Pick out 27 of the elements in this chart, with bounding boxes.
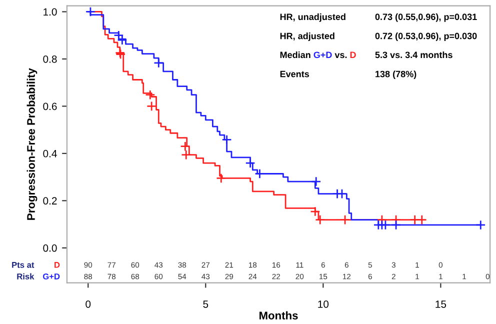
y-tick-label: 0.0 [43, 244, 57, 252]
y-axis-title: Progression-Free Probability [26, 68, 38, 220]
text: Pts at [12, 262, 34, 268]
annotation: Events [280, 70, 310, 78]
annotation: vs. [334, 53, 347, 58]
text: D [350, 52, 356, 58]
text: G+D [42, 274, 60, 280]
y-tick-label: 0.2 [43, 197, 57, 205]
y-tick-label: 0.4 [43, 150, 57, 158]
x-axis-title: Months [260, 311, 298, 320]
text: Risk [17, 273, 34, 280]
x-tick-label: 5 [203, 300, 208, 308]
y-tick-label: 1.0 [44, 8, 57, 16]
annotation: 138 (78%) [376, 70, 416, 79]
text: D [54, 262, 60, 268]
y-tick-label: 0.8 [43, 55, 57, 63]
x-tick-label: 15 [436, 300, 446, 308]
text: G+D [314, 52, 332, 58]
x-tick-label: 0 [86, 300, 91, 308]
x-tick-label: 10 [318, 300, 329, 308]
y-tick-label: 0.6 [43, 102, 57, 110]
annotation: HR, unadjusted [280, 13, 346, 22]
annotation: HR, adjusted [280, 32, 334, 41]
annotation: 0.73 (0.55,0.96), p=0.031 [375, 13, 477, 22]
annotation: Median [280, 51, 310, 58]
annotation: 5.3 vs. 3.4 months [375, 51, 452, 58]
annotation: 0.72 (0.53,0.96), p=0.030 [375, 32, 477, 41]
